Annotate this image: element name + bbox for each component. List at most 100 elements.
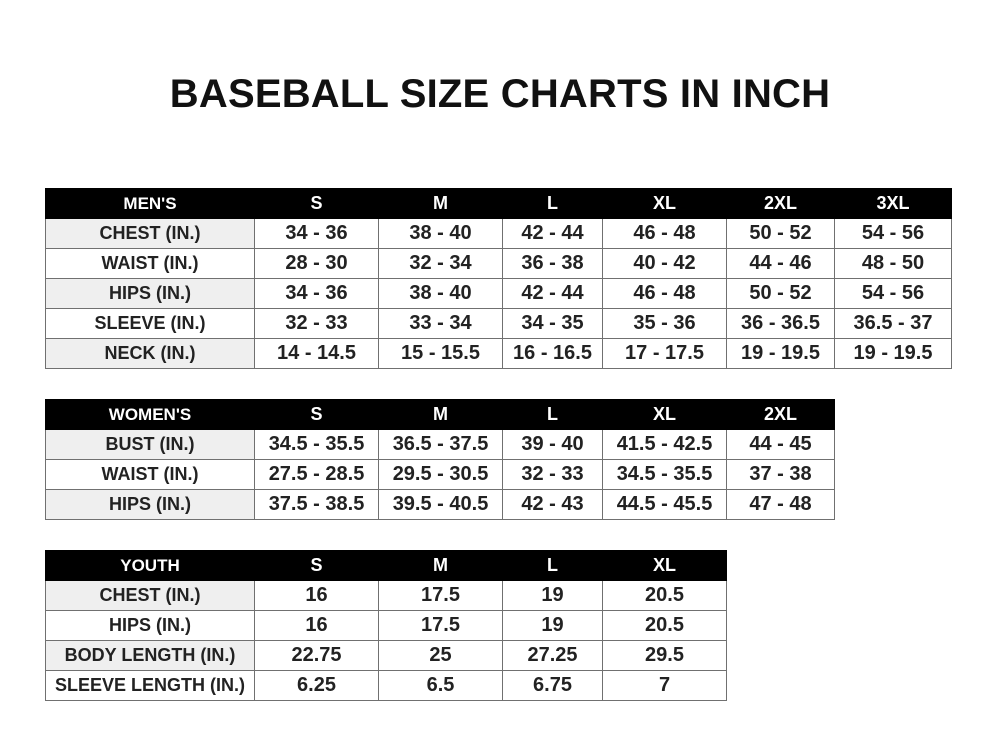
table-row: BODY LENGTH (IN.) 22.75 25 27.25 29.5 bbox=[45, 640, 727, 671]
table-row: SLEEVE (IN.) 32 - 33 33 - 34 34 - 35 35 - 36… bbox=[45, 308, 952, 339]
size-value: 16 - 16.5 bbox=[502, 338, 603, 369]
size-value: 17.5 bbox=[378, 610, 503, 641]
measurement-label: WAIST (IN.) bbox=[45, 459, 255, 490]
size-header: L bbox=[502, 550, 603, 581]
size-value: 27.25 bbox=[502, 640, 603, 671]
measurement-label: SLEEVE (IN.) bbox=[45, 308, 255, 339]
size-value: 7 bbox=[602, 670, 727, 701]
size-value: 34 - 35 bbox=[502, 308, 603, 339]
size-value: 39.5 - 40.5 bbox=[378, 489, 503, 520]
size-value: 37 - 38 bbox=[726, 459, 835, 490]
size-value: 36.5 - 37 bbox=[834, 308, 952, 339]
measurement-label: CHEST (IN.) bbox=[45, 580, 255, 611]
size-value: 44 - 45 bbox=[726, 429, 835, 460]
size-value: 36 - 38 bbox=[502, 248, 603, 279]
page-title: BASEBALL SIZE CHARTS IN INCH bbox=[169, 72, 831, 116]
size-header: L bbox=[502, 399, 603, 430]
size-value: 19 - 19.5 bbox=[834, 338, 952, 369]
size-value: 38 - 40 bbox=[378, 278, 503, 309]
size-value: 25 bbox=[378, 640, 503, 671]
size-value: 17 - 17.5 bbox=[602, 338, 727, 369]
size-value: 38 - 40 bbox=[378, 218, 503, 249]
size-header: XL bbox=[602, 550, 727, 581]
size-value: 20.5 bbox=[602, 580, 727, 611]
measurement-label: BUST (IN.) bbox=[45, 429, 255, 460]
size-header: 2XL bbox=[726, 399, 835, 430]
size-header: S bbox=[254, 550, 379, 581]
size-value: 34.5 - 35.5 bbox=[254, 429, 379, 460]
size-value: 22.75 bbox=[254, 640, 379, 671]
measurement-label: BODY LENGTH (IN.) bbox=[45, 640, 255, 671]
measurement-label: HIPS (IN.) bbox=[45, 278, 255, 309]
size-value: 16 bbox=[254, 580, 379, 611]
size-value: 29.5 bbox=[602, 640, 727, 671]
youth-size-table: YOUTH S M L XL CHEST (IN.) 16 17.5 19 20.5 HIPS (I… bbox=[45, 550, 727, 701]
table-row: WAIST (IN.) 28 - 30 32 - 34 36 - 38 40 - 42 4… bbox=[45, 248, 952, 279]
size-value: 28 - 30 bbox=[254, 248, 379, 279]
size-value: 50 - 52 bbox=[726, 278, 835, 309]
size-value: 35 - 36 bbox=[602, 308, 727, 339]
size-value: 54 - 56 bbox=[834, 218, 952, 249]
size-value: 37.5 - 38.5 bbox=[254, 489, 379, 520]
header-row: WOMEN'S S M L XL 2XL bbox=[45, 399, 835, 430]
size-value: 20.5 bbox=[602, 610, 727, 641]
header-row: MEN'S S M L XL 2XL 3XL bbox=[45, 188, 952, 219]
size-value: 33 - 34 bbox=[378, 308, 503, 339]
size-value: 34 - 36 bbox=[254, 278, 379, 309]
size-header: 2XL bbox=[726, 188, 835, 219]
size-header: L bbox=[502, 188, 603, 219]
size-value: 32 - 33 bbox=[502, 459, 603, 490]
size-value: 14 - 14.5 bbox=[254, 338, 379, 369]
table-row: BUST (IN.) 34.5 - 35.5 36.5 - 37.5 39 - 40 4… bbox=[45, 429, 835, 460]
size-value: 27.5 - 28.5 bbox=[254, 459, 379, 490]
size-value: 6.25 bbox=[254, 670, 379, 701]
size-value: 16 bbox=[254, 610, 379, 641]
size-value: 42 - 43 bbox=[502, 489, 603, 520]
size-value: 34.5 - 35.5 bbox=[602, 459, 727, 490]
size-value: 44 - 46 bbox=[726, 248, 835, 279]
size-header: 3XL bbox=[834, 188, 952, 219]
table-row: NECK (IN.) 14 - 14.5 15 - 15.5 16 - 16.5 17 … bbox=[45, 338, 952, 369]
size-value: 34 - 36 bbox=[254, 218, 379, 249]
table-row: HIPS (IN.) 37.5 - 38.5 39.5 - 40.5 42 - 43 4… bbox=[45, 489, 835, 520]
size-value: 19 - 19.5 bbox=[726, 338, 835, 369]
mens-size-table: MEN'S S M L XL 2XL 3XL CHEST (IN.) 34 - 36 38 - 4… bbox=[45, 188, 952, 369]
size-value: 29.5 - 30.5 bbox=[378, 459, 503, 490]
table-row: HIPS (IN.) 16 17.5 19 20.5 bbox=[45, 610, 727, 641]
size-header: XL bbox=[602, 399, 727, 430]
size-value: 50 - 52 bbox=[726, 218, 835, 249]
size-header: M bbox=[378, 399, 503, 430]
size-value: 46 - 48 bbox=[602, 218, 727, 249]
header-row: YOUTH S M L XL bbox=[45, 550, 727, 581]
measurement-label: CHEST (IN.) bbox=[45, 218, 255, 249]
table-row: SLEEVE LENGTH (IN.) 6.25 6.5 6.75 7 bbox=[45, 670, 727, 701]
category-header: MEN'S bbox=[45, 188, 255, 219]
size-value: 44.5 - 45.5 bbox=[602, 489, 727, 520]
size-value: 36.5 - 37.5 bbox=[378, 429, 503, 460]
size-header: M bbox=[378, 550, 503, 581]
size-value: 32 - 33 bbox=[254, 308, 379, 339]
size-value: 17.5 bbox=[378, 580, 503, 611]
category-header: YOUTH bbox=[45, 550, 255, 581]
table-row: CHEST (IN.) 16 17.5 19 20.5 bbox=[45, 580, 727, 611]
size-value: 54 - 56 bbox=[834, 278, 952, 309]
size-value: 6.75 bbox=[502, 670, 603, 701]
measurement-label: NECK (IN.) bbox=[45, 338, 255, 369]
size-header: XL bbox=[602, 188, 727, 219]
size-value: 40 - 42 bbox=[602, 248, 727, 279]
size-header: M bbox=[378, 188, 503, 219]
measurement-label: WAIST (IN.) bbox=[45, 248, 255, 279]
size-value: 19 bbox=[502, 580, 603, 611]
size-value: 6.5 bbox=[378, 670, 503, 701]
size-header: S bbox=[254, 399, 379, 430]
size-value: 47 - 48 bbox=[726, 489, 835, 520]
category-header: WOMEN'S bbox=[45, 399, 255, 430]
table-row: HIPS (IN.) 34 - 36 38 - 40 42 - 44 46 - 48 50… bbox=[45, 278, 952, 309]
size-value: 19 bbox=[502, 610, 603, 641]
size-value: 46 - 48 bbox=[602, 278, 727, 309]
size-value: 32 - 34 bbox=[378, 248, 503, 279]
measurement-label: HIPS (IN.) bbox=[45, 489, 255, 520]
size-value: 15 - 15.5 bbox=[378, 338, 503, 369]
size-value: 36 - 36.5 bbox=[726, 308, 835, 339]
womens-size-table: WOMEN'S S M L XL 2XL BUST (IN.) 34.5 - 35.5 36.5… bbox=[45, 399, 835, 520]
